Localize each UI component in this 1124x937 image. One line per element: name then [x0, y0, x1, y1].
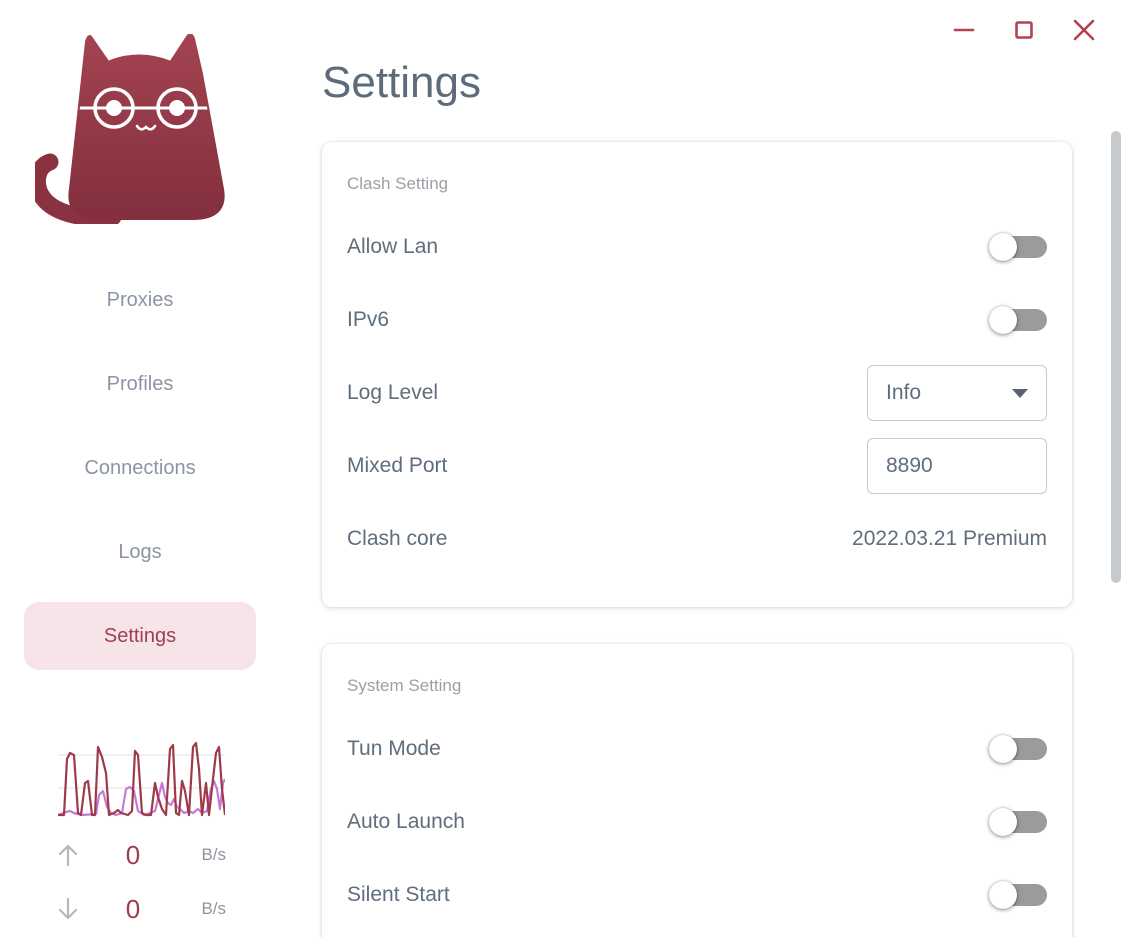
allow-lan-toggle[interactable]: [989, 233, 1047, 262]
system-setting-card: System Setting Tun Mode Auto Launch: [322, 643, 1072, 937]
sidebar-item-settings[interactable]: Settings: [24, 602, 256, 670]
auto-launch-toggle[interactable]: [989, 808, 1047, 837]
sidebar-item-profiles[interactable]: Profiles: [24, 350, 256, 418]
tun-mode-toggle[interactable]: [989, 735, 1047, 764]
traffic-upload-row: 0 B/s: [56, 840, 226, 870]
upload-series-line: [58, 741, 225, 817]
sidebar-item-label: Logs: [118, 540, 162, 563]
download-series-line: [58, 778, 225, 817]
toggle-knob: [989, 735, 1017, 764]
auto-launch-label: Auto Launch: [347, 810, 465, 834]
setting-row: Allow Lan: [347, 211, 1047, 284]
upload-speed-value: 0: [125, 839, 141, 870]
sidebar-item-label: Connections: [84, 456, 196, 479]
setting-row: Tun Mode: [347, 713, 1047, 786]
download-speed-value: 0: [125, 893, 141, 924]
maximize-icon: [1015, 21, 1033, 39]
toggle-knob: [989, 881, 1017, 910]
setting-row: Mixed Port: [347, 430, 1047, 503]
ipv6-label: IPv6: [347, 308, 390, 332]
log-level-select[interactable]: Info: [867, 365, 1047, 422]
traffic-graph: [58, 741, 225, 817]
arrow-up-icon: [58, 844, 78, 867]
sidebar-item-label: Profiles: [106, 372, 174, 395]
sidebar-item-proxies[interactable]: Proxies: [24, 266, 256, 334]
download-speed-unit: B/s: [201, 899, 226, 918]
close-icon: [1073, 19, 1095, 41]
clash-core-value: 2022.03.21 Premium: [852, 527, 1047, 551]
dropdown-arrow-icon: [1012, 388, 1028, 398]
page-title: Settings: [322, 58, 481, 107]
ipv6-toggle[interactable]: [989, 306, 1047, 335]
sidebar-item-logs[interactable]: Logs: [24, 518, 256, 586]
mixed-port-input[interactable]: [867, 438, 1047, 495]
minimize-button[interactable]: [946, 12, 982, 48]
tun-mode-label: Tun Mode: [347, 737, 441, 761]
arrow-down-icon: [58, 897, 78, 920]
main-content: Settings Clash Setting Allow Lan IPv6: [322, 0, 1072, 937]
silent-start-label: Silent Start: [347, 883, 450, 907]
sidebar-item-connections[interactable]: Connections: [24, 434, 256, 502]
setting-row: Log Level Info: [347, 357, 1047, 430]
clash-setting-card: Clash Setting Allow Lan IPv6: [322, 141, 1072, 607]
traffic-download-row: 0 B/s: [56, 894, 226, 924]
setting-row: Clash core 2022.03.21 Premium: [347, 503, 1047, 576]
setting-row: IPv6: [347, 284, 1047, 357]
log-level-label: Log Level: [347, 381, 439, 405]
log-level-value: Info: [886, 381, 922, 405]
allow-lan-label: Allow Lan: [347, 235, 439, 259]
cat-logo-icon: [35, 34, 225, 224]
toggle-knob: [989, 306, 1017, 335]
sidebar-item-label: Proxies: [106, 288, 174, 311]
upload-speed-unit: B/s: [201, 845, 226, 864]
minimize-icon: [953, 28, 975, 32]
toggle-knob: [989, 233, 1017, 262]
clash-core-label: Clash core: [347, 527, 448, 551]
close-button[interactable]: [1066, 12, 1102, 48]
vertical-scrollbar[interactable]: [1111, 131, 1121, 583]
window-controls: [946, 12, 1102, 48]
card-section-title: System Setting: [347, 675, 462, 695]
setting-row: Auto Launch: [347, 786, 1047, 859]
sidebar-nav: Proxies Profiles Connections Logs Settin…: [24, 266, 256, 686]
silent-start-toggle[interactable]: [989, 881, 1047, 910]
mixed-port-label: Mixed Port: [347, 454, 448, 478]
toggle-knob: [989, 808, 1017, 837]
card-section-title: Clash Setting: [347, 173, 449, 193]
sidebar-item-label: Settings: [103, 624, 177, 647]
setting-row: Silent Start: [347, 859, 1047, 932]
maximize-button[interactable]: [1006, 12, 1042, 48]
